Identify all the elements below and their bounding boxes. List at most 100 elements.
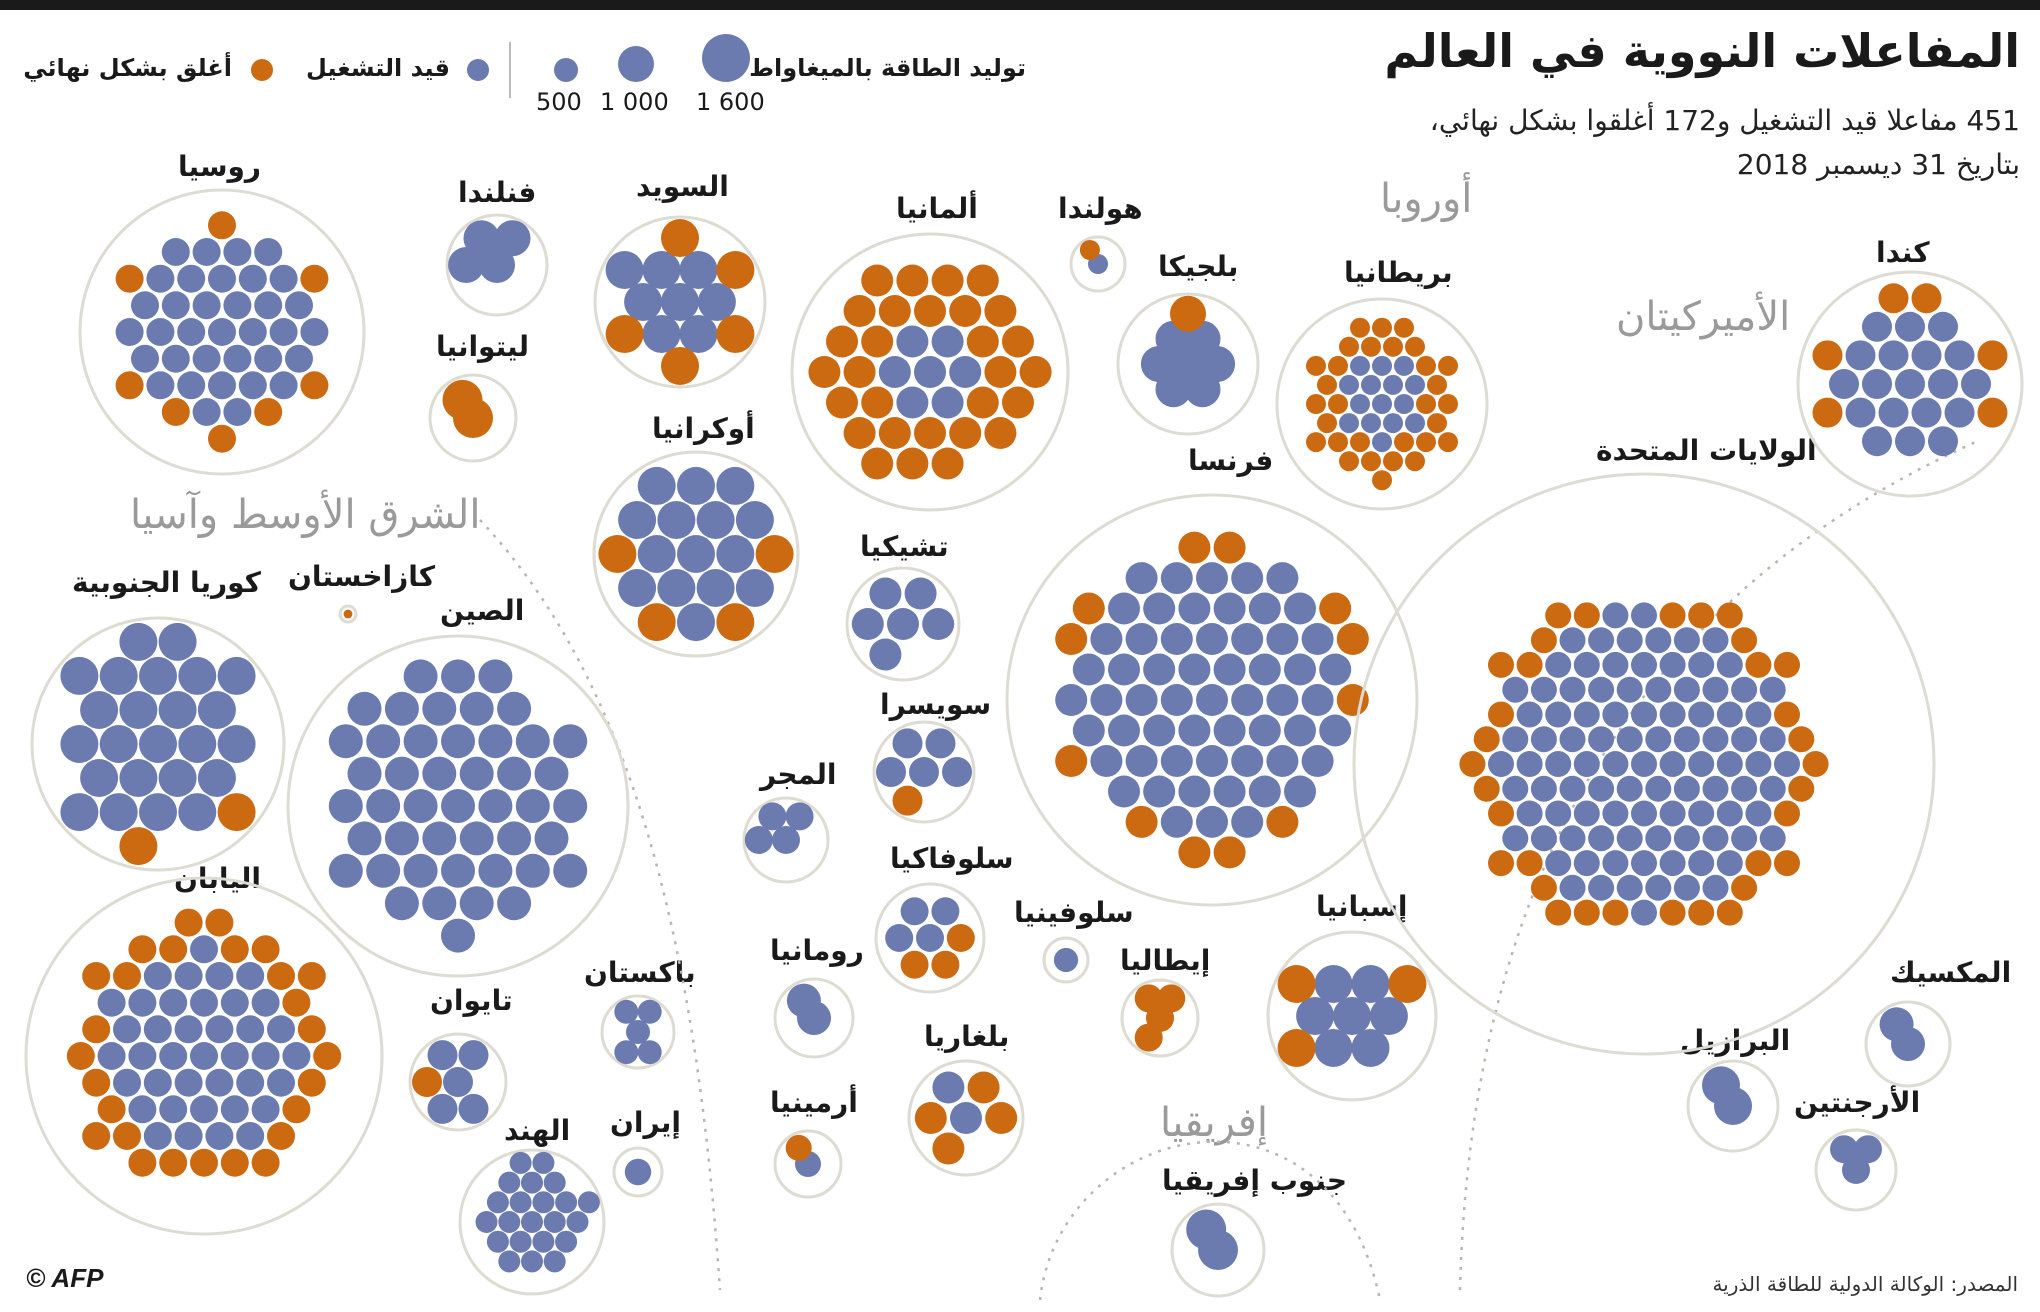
japan-closed-reactor bbox=[297, 962, 326, 990]
russia-closed-reactor bbox=[300, 264, 329, 293]
china-operating-reactor bbox=[515, 724, 550, 759]
usa-operating-reactor bbox=[1588, 825, 1615, 852]
country-france bbox=[1005, 493, 1419, 907]
southkorea-operating-reactor bbox=[217, 656, 256, 695]
germany-closed-reactor bbox=[1002, 386, 1034, 419]
canada-closed-reactor bbox=[1977, 340, 2008, 371]
france-operating-reactor bbox=[1213, 714, 1246, 747]
canada-operating-reactor bbox=[1878, 340, 1909, 371]
japan-operating-reactor bbox=[97, 1042, 126, 1070]
china-operating-reactor bbox=[403, 853, 438, 888]
germany-closed-reactor bbox=[843, 417, 876, 449]
usa-closed-reactor bbox=[1774, 651, 1800, 678]
usa-operating-reactor bbox=[1645, 874, 1672, 901]
pakistan-operating-reactor bbox=[614, 999, 639, 1024]
slovenia-ring bbox=[1042, 936, 1090, 984]
usa-operating-reactor bbox=[1602, 850, 1629, 877]
usa-operating-reactor bbox=[1631, 701, 1657, 728]
russia-closed-reactor bbox=[161, 398, 190, 426]
lithuania-ring bbox=[428, 373, 518, 463]
uk-closed-reactor bbox=[1394, 432, 1414, 453]
france-ring bbox=[1005, 493, 1419, 907]
germany-closed-reactor bbox=[861, 325, 894, 358]
southafrica-operating-reactor bbox=[1186, 1209, 1227, 1250]
usa-operating-reactor bbox=[1530, 775, 1557, 802]
argentina-operating-reactor bbox=[1854, 1135, 1882, 1164]
uk-closed-reactor bbox=[1306, 432, 1326, 453]
russia-operating-reactor bbox=[146, 371, 175, 400]
usa-operating-reactor bbox=[1588, 874, 1615, 901]
uk-closed-reactor bbox=[1405, 451, 1425, 472]
canada-operating-reactor bbox=[1895, 311, 1925, 342]
usa-closed-reactor bbox=[1488, 800, 1514, 827]
china-operating-reactor bbox=[441, 853, 475, 888]
japan-operating-reactor bbox=[236, 1122, 265, 1150]
slovakia-operating-reactor bbox=[916, 924, 944, 952]
sweden-operating-reactor bbox=[697, 283, 736, 321]
india-operating-reactor bbox=[521, 1211, 543, 1233]
germany-closed-reactor bbox=[1002, 325, 1034, 358]
label-usa: الولايات المتحدة bbox=[1596, 434, 1817, 467]
ukraine-operating-reactor bbox=[637, 466, 676, 505]
usa-operating-reactor bbox=[1702, 825, 1729, 852]
spain-closed-reactor bbox=[1388, 965, 1427, 1003]
japan-operating-reactor bbox=[251, 1042, 280, 1070]
india-operating-reactor bbox=[498, 1211, 521, 1233]
china-operating-reactor bbox=[497, 691, 532, 726]
usa-operating-reactor bbox=[1545, 751, 1572, 777]
sweden-operating-reactor bbox=[661, 283, 699, 321]
france-operating-reactor bbox=[1160, 805, 1193, 838]
germany-closed-reactor bbox=[826, 386, 858, 419]
usa-operating-reactor bbox=[1573, 850, 1600, 877]
uk-operating-reactor bbox=[1339, 413, 1359, 434]
usa-operating-reactor bbox=[1688, 701, 1715, 728]
france-operating-reactor bbox=[1196, 623, 1228, 655]
china-operating-reactor bbox=[328, 724, 363, 759]
legend-closed-label: أغلق بشكل نهائي bbox=[23, 54, 232, 82]
usa-operating-reactor bbox=[1702, 676, 1729, 703]
source-note: المصدر: الوكالة الدولية للطاقة الذرية bbox=[1712, 1272, 2018, 1296]
japan-closed-reactor bbox=[297, 1015, 326, 1044]
ukraine-operating-reactor bbox=[716, 466, 755, 505]
bulgaria-closed-reactor bbox=[967, 1071, 1000, 1104]
russia-operating-reactor bbox=[238, 371, 267, 400]
france-closed-reactor bbox=[1072, 592, 1105, 625]
usa-closed-reactor bbox=[1473, 726, 1500, 753]
country-italy bbox=[1120, 978, 1200, 1058]
usa-operating-reactor bbox=[1530, 676, 1557, 703]
russia-operating-reactor bbox=[238, 318, 267, 346]
southkorea-operating-reactor bbox=[99, 656, 138, 695]
country-southafrica bbox=[1170, 1202, 1266, 1298]
china-operating-reactor bbox=[478, 724, 513, 759]
canada-operating-reactor bbox=[1845, 340, 1876, 371]
americas-divider bbox=[1458, 438, 1981, 1291]
usa-closed-reactor bbox=[1688, 602, 1715, 629]
sweden-closed-reactor bbox=[716, 251, 755, 289]
southkorea-operating-reactor bbox=[158, 691, 197, 729]
finland-ring bbox=[445, 213, 549, 317]
russia-operating-reactor bbox=[208, 318, 236, 346]
switzerland-operating-reactor bbox=[876, 757, 906, 787]
china-operating-reactor bbox=[347, 691, 382, 726]
russia-operating-reactor bbox=[285, 291, 313, 320]
usa-operating-reactor bbox=[1588, 726, 1615, 753]
russia-operating-reactor bbox=[300, 318, 329, 346]
germany-closed-reactor bbox=[843, 295, 876, 327]
japan-ring bbox=[24, 876, 384, 1236]
label-slovakia: سلوفاكيا bbox=[890, 842, 1014, 875]
switzerland-closed-reactor bbox=[892, 785, 923, 816]
label-bulgaria: بلغاريا bbox=[924, 1020, 1010, 1053]
usa-operating-reactor bbox=[1502, 775, 1529, 802]
germany-operating-reactor bbox=[878, 356, 911, 388]
usa-closed-reactor bbox=[1731, 874, 1758, 901]
china-operating-reactor bbox=[553, 724, 588, 759]
country-bulgaria bbox=[907, 1059, 1025, 1177]
japan-operating-reactor bbox=[143, 1122, 172, 1150]
japan-operating-reactor bbox=[159, 1095, 188, 1124]
usa-operating-reactor bbox=[1673, 775, 1700, 802]
usa-operating-reactor bbox=[1688, 651, 1715, 678]
usa-closed-reactor bbox=[1530, 627, 1557, 654]
germany-closed-reactor bbox=[984, 356, 1017, 388]
label-netherlands: هولندا bbox=[1058, 192, 1143, 225]
japan-closed-reactor bbox=[66, 1042, 95, 1070]
